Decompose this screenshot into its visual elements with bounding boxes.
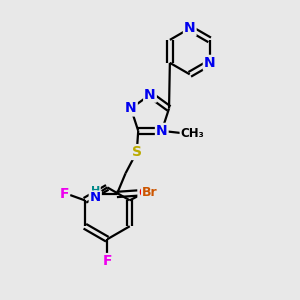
Text: F: F: [103, 254, 112, 268]
Text: F: F: [59, 187, 69, 201]
Text: Br: Br: [142, 186, 158, 199]
Text: N: N: [125, 101, 137, 116]
Text: N: N: [184, 21, 196, 35]
Text: N: N: [204, 56, 215, 70]
Text: N: N: [90, 191, 101, 205]
Text: S: S: [132, 145, 142, 159]
Text: N: N: [144, 88, 156, 102]
Text: CH₃: CH₃: [181, 127, 204, 140]
Text: N: N: [156, 124, 168, 138]
Text: O: O: [139, 186, 150, 200]
Text: H: H: [91, 186, 100, 196]
